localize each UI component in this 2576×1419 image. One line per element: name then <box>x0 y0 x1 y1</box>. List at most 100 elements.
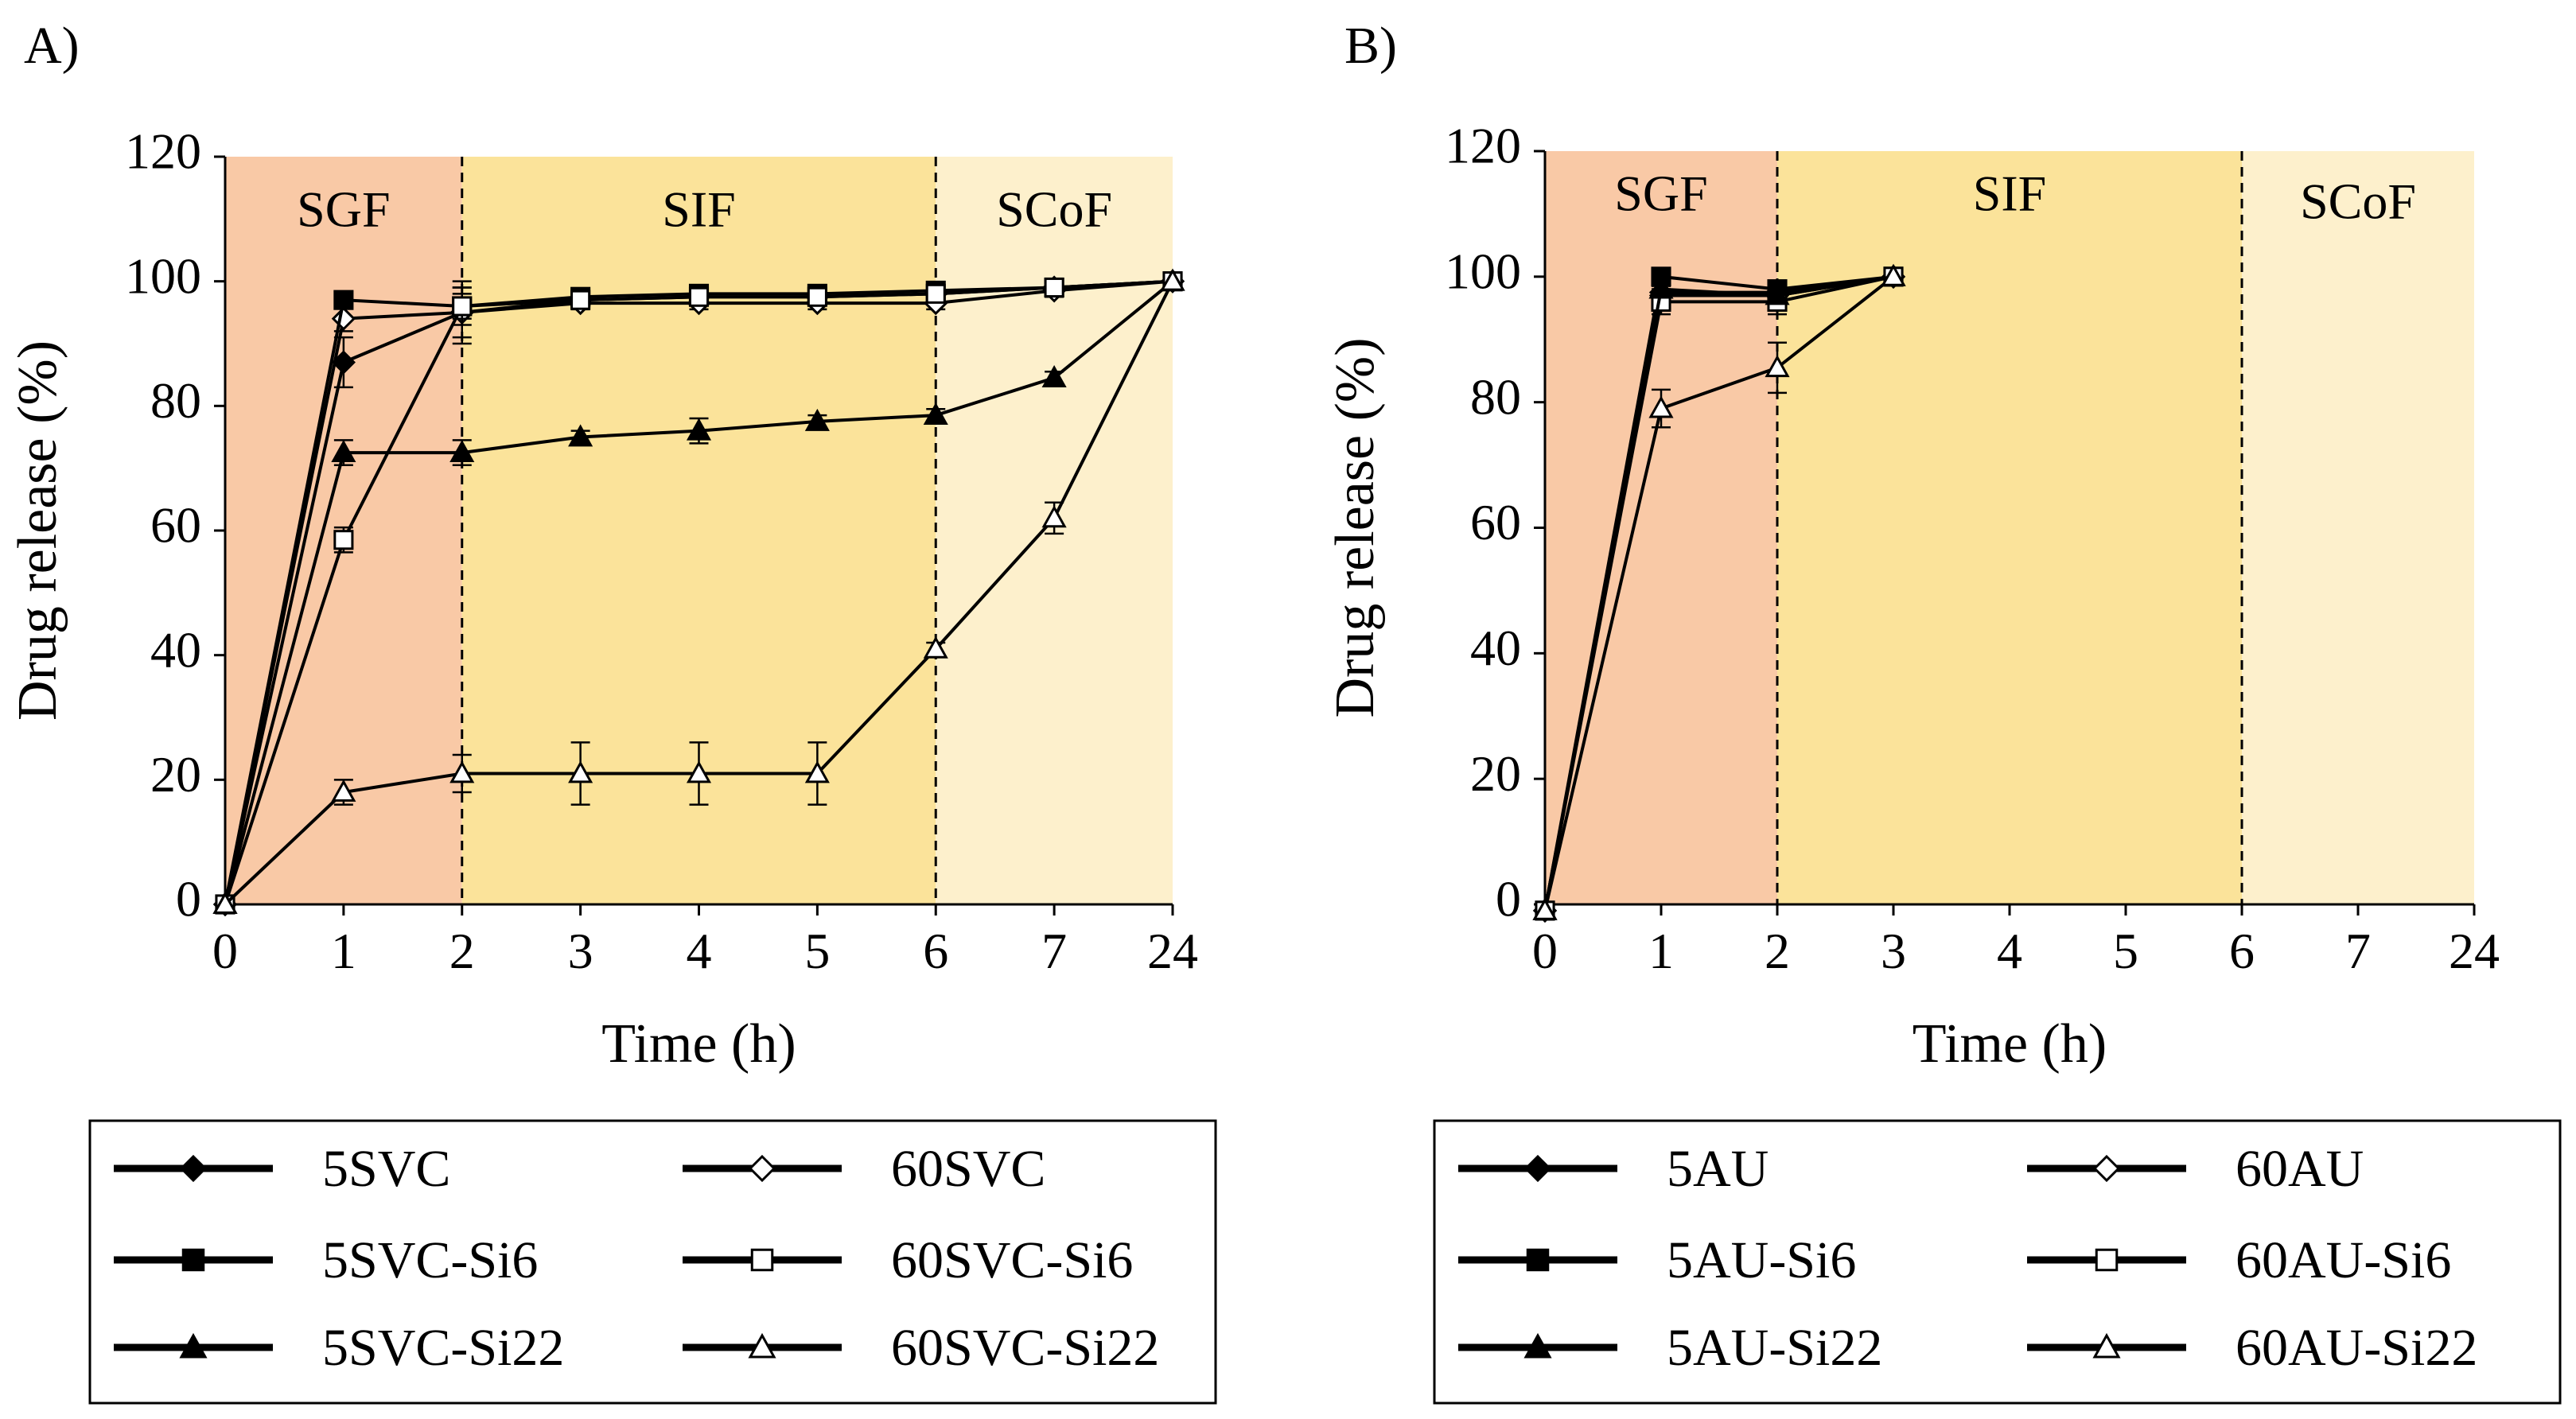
y-tick-label: 60 <box>1470 494 1521 550</box>
x-tick-label: 1 <box>1648 923 1674 979</box>
data-point <box>804 760 830 783</box>
y-tick-label: 80 <box>1470 368 1521 425</box>
chart-panel-a: SGF SIF SCoF 0 20 40 60 80 100 120 0 1 2 3 4 5 6 7 24 Time … <box>7 123 1217 1405</box>
y-tick-label: 0 <box>176 871 201 927</box>
x-tick-label: 0 <box>212 923 238 979</box>
x-tick-label: 2 <box>1765 923 1790 979</box>
data-point <box>804 408 830 431</box>
data-point <box>688 286 710 307</box>
data-point <box>568 424 593 447</box>
x-tick-label: 2 <box>449 923 475 979</box>
y-tick-label: 120 <box>1445 118 1521 174</box>
data-point <box>686 760 712 783</box>
x-tick-label: 1 <box>331 923 356 979</box>
legend-marker <box>1523 1154 1552 1183</box>
data-point <box>331 439 356 462</box>
series-60AU-Si22 <box>1532 263 1906 920</box>
legend-label: 5AU-Si6 <box>1667 1231 1856 1289</box>
y-tick-label: 40 <box>150 621 201 678</box>
data-point <box>449 760 475 783</box>
x-tick-label: 24 <box>1147 923 1198 979</box>
y-tick-label: 120 <box>125 123 201 180</box>
data-point <box>331 779 356 802</box>
x-tick-label: 4 <box>1997 923 2022 979</box>
legend-marker <box>2095 1248 2119 1272</box>
phase-label-scof: SCoF <box>2300 173 2416 230</box>
series-line <box>1543 275 1895 912</box>
x-tick-label: 6 <box>2229 923 2255 979</box>
data-point <box>923 636 948 659</box>
data-point <box>807 286 827 307</box>
legend-label: 5AU-Si22 <box>1667 1319 1882 1377</box>
x-axis-label: Time (h) <box>601 1013 796 1075</box>
legend-item-5SVC-Si6: 5SVC-Si6 <box>114 1231 538 1289</box>
legend-box <box>1433 1119 2562 1405</box>
legend-marker <box>750 1248 774 1272</box>
legend-label: 5SVC <box>322 1140 450 1198</box>
legend-item-5SVC-Si22: 5SVC-Si22 <box>114 1319 564 1377</box>
legend-marker <box>179 1154 208 1183</box>
legend-marker <box>748 1154 776 1183</box>
phase-label-sgf: SGF <box>297 181 390 238</box>
y-tick-label: 100 <box>1445 243 1521 300</box>
data-point <box>686 418 712 441</box>
legend: 5SVC 60SVC 5SVC-Si6 60SVC-Si6 5SVC-Si22 60SVC… <box>88 1119 1217 1405</box>
data-point <box>452 296 473 317</box>
legend-item-60SVC: 60SVC <box>683 1140 1045 1198</box>
y-tick-label: 0 <box>1496 871 1521 927</box>
legend-item-5AU: 5AU <box>1458 1140 1769 1198</box>
data-point <box>1765 282 1790 305</box>
data-point <box>1160 268 1185 291</box>
x-tick-label: 0 <box>1532 923 1558 979</box>
data-point <box>570 290 591 310</box>
panel-b-label: B) <box>1344 17 1397 75</box>
legend-item-60SVC-Si22: 60SVC-Si22 <box>683 1319 1159 1377</box>
x-tick-label: 3 <box>1881 923 1906 979</box>
legend-label: 60SVC-Si22 <box>891 1319 1159 1377</box>
phase-label-sif: SIF <box>662 181 736 238</box>
data-point <box>1041 505 1067 528</box>
legend-item-60AU: 60AU <box>2027 1140 2364 1198</box>
legend-label: 5SVC-Si22 <box>322 1319 564 1377</box>
y-axis-label: Drug release (%) <box>1325 337 1386 717</box>
x-tick-label: 5 <box>804 923 830 979</box>
legend-label: 5AU <box>1667 1140 1769 1198</box>
legend-item-5AU-Si6: 5AU-Si6 <box>1458 1231 1856 1289</box>
legend-label: 60SVC <box>891 1140 1045 1198</box>
phase-region-sgf <box>1545 151 1777 904</box>
data-point <box>568 760 593 783</box>
x-tick-label: 7 <box>1041 923 1067 979</box>
data-point <box>333 290 354 310</box>
legend-marker <box>2092 1154 2121 1183</box>
data-point <box>333 530 354 550</box>
x-tick-label: 4 <box>687 923 712 979</box>
data-point <box>1041 364 1067 387</box>
legend-item-60SVC-Si6: 60SVC-Si6 <box>683 1231 1133 1289</box>
y-tick-label: 20 <box>150 746 201 803</box>
data-point <box>449 439 475 462</box>
phase-label-sgf: SGF <box>1614 165 1707 222</box>
data-point <box>925 283 946 304</box>
legend-item-60AU-Si6: 60AU-Si6 <box>2027 1231 2451 1289</box>
legend-marker <box>748 1332 776 1359</box>
legend-label: 60SVC-Si6 <box>891 1231 1133 1289</box>
legend-label: 60AU-Si6 <box>2236 1231 2451 1289</box>
data-point <box>212 891 238 914</box>
x-tick-label: 5 <box>2113 923 2138 979</box>
legend: 5AU 60AU 5AU-Si6 60AU-Si6 5AU-Si22 60AU-Si22 <box>1433 1119 2562 1405</box>
data-point <box>923 402 948 425</box>
data-point <box>1532 897 1558 920</box>
y-tick-label: 40 <box>1470 620 1521 676</box>
legend-marker <box>1523 1332 1552 1359</box>
legend-marker <box>179 1332 208 1359</box>
legend-item-60AU-Si22: 60AU-Si22 <box>2027 1319 2477 1377</box>
chart-panel-b: SGF SIF SCoF 0 20 40 60 80 100 120 0 1 2 3 4 5 6 7 24 Time … <box>1325 118 2562 1405</box>
data-point <box>1881 263 1906 286</box>
data-point <box>1044 277 1064 298</box>
y-tick-label: 60 <box>150 497 201 554</box>
phase-label-scof: SCoF <box>996 181 1112 238</box>
legend-marker <box>1526 1248 1550 1272</box>
x-tick-label: 7 <box>2345 923 2371 979</box>
legend-box <box>88 1119 1217 1405</box>
